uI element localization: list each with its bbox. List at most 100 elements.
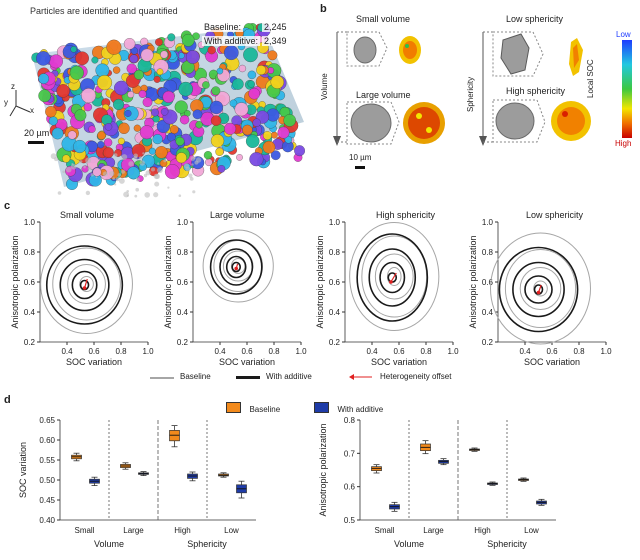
x-tick-label: 0.4: [61, 347, 73, 356]
particle: [185, 50, 200, 64]
y-tick-label: 0.50: [39, 476, 55, 485]
additive-contour: [356, 233, 429, 322]
particle-shadow: [153, 192, 159, 198]
particle-shadow: [50, 153, 57, 160]
particle: [256, 65, 267, 76]
particle-shadow: [142, 152, 145, 155]
particle: [223, 45, 239, 61]
particle: [155, 38, 163, 46]
particle: [70, 46, 77, 53]
particle: [51, 127, 64, 140]
particle: [74, 109, 87, 122]
particle: [155, 146, 168, 159]
additive-contour: [379, 261, 406, 294]
particle: [207, 45, 216, 55]
particle: [217, 165, 226, 173]
particle-shadow: [87, 166, 92, 171]
particle: [294, 145, 305, 157]
particle: [106, 39, 122, 55]
particle-shadow: [113, 153, 118, 157]
particle: [178, 81, 193, 97]
particle-shadow: [70, 163, 77, 170]
x-tick-label: 0.4: [214, 347, 226, 356]
particle: [112, 66, 121, 74]
category-label: Low: [524, 526, 539, 535]
particle: [202, 81, 210, 89]
particle-shadow: [139, 156, 142, 160]
particle: [215, 147, 224, 156]
particle: [179, 115, 190, 125]
particle-shadow: [121, 169, 125, 174]
particle-shadow: [109, 171, 115, 177]
particle-render-image: [2, 2, 305, 198]
y-tick-label: 1.0: [24, 218, 36, 227]
large-volume-label: Large volume: [356, 90, 411, 100]
category-label: Low: [224, 526, 239, 535]
particle: [153, 75, 161, 83]
category-label: High: [474, 526, 490, 535]
axis-y-label: y: [4, 98, 8, 107]
y-tick-label: 0.40: [39, 516, 55, 525]
particle-shadow: [139, 160, 145, 166]
particle: [97, 141, 105, 149]
small-volume-particle: [346, 31, 421, 67]
y-axis-label: Anisotropic polarization: [10, 235, 20, 328]
y-tick-label: 0.65: [39, 416, 55, 425]
particle: [97, 131, 106, 140]
particle-shadow: [178, 194, 182, 197]
particle: [248, 87, 260, 100]
box-plot-2: 0.5 0.6 0.7 0.8 Anisotropic polarization Smal…: [318, 416, 556, 549]
particle: [114, 80, 129, 96]
x-tick-label: 0.6: [393, 347, 405, 356]
particle: [164, 164, 180, 180]
x-tick-label: 0.8: [573, 347, 585, 356]
baseline-count-label: Baseline:: [202, 22, 244, 32]
particle-shadow: [128, 161, 134, 167]
additive-count-label: With additive:: [202, 36, 261, 46]
baseline-contour: [67, 264, 106, 304]
particle: [175, 152, 187, 164]
particle-shadow: [119, 178, 125, 184]
y-tick-label: 0.4: [177, 308, 189, 317]
legend-additive-text: With additive: [266, 372, 312, 381]
particle-shadow: [163, 159, 167, 163]
y-tick-label: 0.6: [344, 483, 356, 492]
particle-shadow: [189, 177, 194, 181]
particle: [124, 109, 132, 117]
y-tick-label: 0.45: [39, 496, 55, 505]
particle: [249, 152, 264, 167]
particle: [36, 51, 51, 66]
legend-baseline-text: Baseline: [180, 372, 211, 381]
particle: [247, 80, 255, 88]
particle: [127, 91, 135, 98]
particle-soc-maps: [333, 31, 632, 146]
particle: [234, 102, 249, 117]
y-tick-label: 0.4: [482, 308, 494, 317]
particle: [140, 37, 149, 46]
category-label: Small: [374, 526, 394, 535]
particle: [156, 68, 164, 76]
y-tick-label: 0.2: [329, 338, 341, 347]
particle: [152, 134, 163, 145]
axis-x-label: x: [30, 106, 34, 115]
y-axis-label: Anisotropic polarization: [318, 423, 328, 516]
particle: [243, 47, 258, 63]
x-tick-label: 0.8: [268, 347, 280, 356]
x-axis-label: SOC variation: [219, 357, 275, 367]
particle-cloud: [31, 23, 305, 198]
particle: [56, 84, 70, 98]
legend-d-baseline-text: Baseline: [249, 405, 281, 414]
particle: [45, 106, 57, 118]
category-label: Small: [74, 526, 94, 535]
particle: [96, 75, 113, 91]
y-tick-label: 0.6: [24, 278, 36, 287]
particle-shadow: [85, 190, 91, 196]
particle: [95, 63, 110, 78]
category-label: Large: [123, 526, 144, 535]
category-label: Large: [423, 526, 444, 535]
particle: [104, 123, 113, 131]
high-sphericity-particle: [492, 99, 591, 143]
y-tick-label: 0.4: [329, 308, 341, 317]
particle: [245, 134, 260, 148]
particle: [117, 137, 125, 145]
